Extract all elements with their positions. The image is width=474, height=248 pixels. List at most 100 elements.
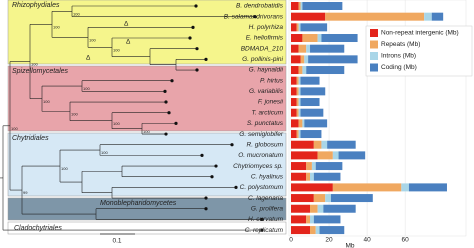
support-label: 100 [89, 37, 96, 42]
scale-label: 0.1 [112, 238, 121, 245]
bar-segment [300, 55, 305, 64]
bar-segment [298, 23, 301, 32]
bar-segment [317, 34, 322, 43]
support-label: 100 [71, 111, 78, 116]
bar-segment [310, 44, 345, 53]
bar-segment [317, 151, 333, 160]
tip [167, 111, 171, 115]
bar-segment [296, 98, 299, 107]
tip [163, 89, 167, 93]
bar-segment [408, 183, 447, 192]
bar-segment [300, 76, 320, 85]
clade-band [7, 132, 287, 197]
tip [164, 100, 168, 104]
bar-segment [291, 151, 318, 160]
bar-segment [302, 2, 343, 10]
bar-segment [298, 108, 301, 117]
bar-segment [296, 76, 299, 85]
species-label: R. globosum [247, 141, 284, 148]
bar-segment [302, 119, 305, 128]
bar-segment [315, 226, 320, 235]
tip [210, 175, 214, 179]
species-label: C. hyalinus [251, 173, 284, 180]
legend-swatch [370, 40, 378, 49]
bar-segment [291, 87, 297, 96]
clade-band [7, 0, 287, 65]
bar-segment [401, 183, 409, 192]
bar-segment [298, 87, 301, 96]
bar-segment [313, 172, 341, 181]
bar-segment [330, 194, 373, 203]
clade-label: Cladochytriales [14, 225, 62, 232]
bar-segment [310, 226, 316, 235]
bar-segment [291, 162, 307, 171]
bar-segment [300, 98, 320, 107]
bar-segment [321, 140, 328, 149]
support-label: 100 [31, 62, 38, 67]
support-label: 100 [113, 121, 120, 126]
x-tick-label: 60 [402, 237, 410, 244]
bar-segment [310, 204, 318, 213]
legend-label: Repeats (Mb) [381, 41, 420, 48]
bar-segment [291, 119, 299, 128]
bar-segment [313, 215, 341, 224]
tip [260, 228, 264, 232]
species-label: B. salamandrivorans [224, 13, 284, 20]
species-label: H. polyrhiza [249, 24, 284, 31]
species-label: O. mucronatum [238, 152, 283, 159]
bar-segment [300, 23, 328, 32]
bar-segment [298, 44, 307, 53]
species-label: B. dendrobatidis [236, 3, 284, 10]
support-label: 99 [23, 190, 28, 195]
species-label: G. semiglobifer [239, 131, 284, 138]
species-label: H. curvatum [248, 216, 284, 223]
bar-segment [302, 34, 318, 43]
bar-segment [300, 130, 322, 139]
clade-label: Rhizophydiales [12, 2, 60, 9]
bar-segment [311, 162, 316, 171]
bar-segment [300, 108, 324, 117]
support-label: 100 [101, 150, 108, 155]
support-label: 100 [11, 126, 18, 131]
support-label: 100 [53, 24, 60, 29]
bar-segment [313, 194, 326, 203]
bar-segment [304, 55, 309, 64]
bar-segment [325, 194, 331, 203]
species-label: F. jonesii [258, 99, 284, 106]
tip [204, 207, 208, 211]
bar-segment [291, 140, 314, 149]
x-tick-label: 20 [325, 237, 333, 244]
bar-segment [298, 66, 303, 75]
tip [194, 4, 198, 8]
x-tick-label: 40 [363, 237, 371, 244]
legend-label: Introns (Mb) [381, 53, 416, 60]
tip [234, 185, 238, 189]
bar-segment [291, 98, 297, 107]
species-label: E. heliofirmis [246, 35, 284, 42]
bar-segment [319, 226, 345, 235]
bar-segment [306, 215, 311, 224]
bar-segment [323, 204, 356, 213]
species-label: Chytriomyces sp. [233, 163, 283, 170]
bar-segment [296, 87, 299, 96]
legend-swatch [370, 63, 378, 72]
species-label: G. haynaldii [249, 67, 284, 74]
species-label: T. arcticum [251, 109, 283, 116]
bar-segment [306, 172, 311, 181]
tip [191, 25, 195, 29]
bar-segment [291, 66, 299, 75]
legend-label: Non-repeat intergenic (Mb) [381, 30, 459, 37]
tip [214, 164, 218, 168]
bar-segment [327, 140, 356, 149]
tip [174, 121, 178, 125]
bar-segment [332, 183, 402, 192]
bar-segment [300, 87, 326, 96]
support-label: 100 [83, 86, 90, 91]
bar-segment [291, 215, 307, 224]
bar-segment [306, 44, 311, 53]
tip [253, 15, 257, 19]
legend-label: Coding (Mb) [381, 64, 417, 71]
bar-segment [298, 119, 303, 128]
tip [170, 79, 174, 83]
marker: Δ [126, 39, 131, 46]
